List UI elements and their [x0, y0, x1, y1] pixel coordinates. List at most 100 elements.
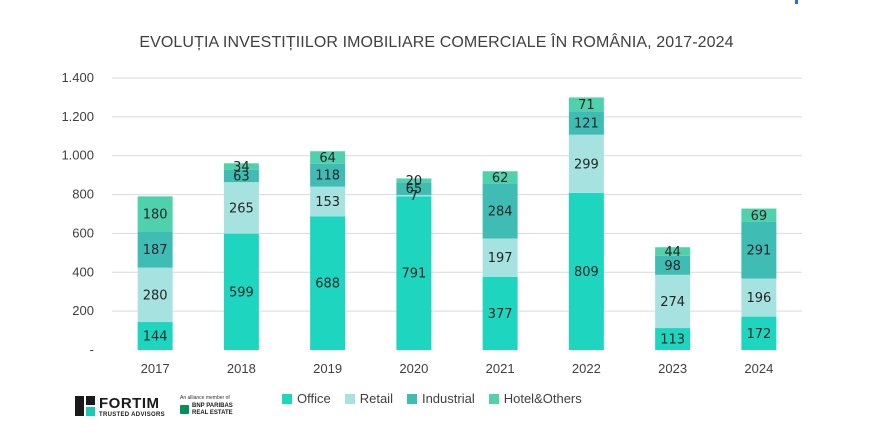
legend-swatch: [406, 393, 417, 404]
bar-segment: [482, 183, 518, 239]
data-label: 377: [488, 307, 513, 322]
y-tick-label: 1.400: [61, 70, 94, 85]
bar-segment: [482, 276, 518, 350]
legend-item: Retail: [344, 391, 393, 406]
logo-subtitle: TRUSTED ADVISORS: [99, 412, 165, 418]
data-label: 196: [746, 291, 771, 306]
data-label: 284: [488, 204, 513, 219]
legend-label: Office: [297, 391, 331, 406]
x-tick-label: 2021: [486, 361, 515, 376]
legend-swatch: [344, 393, 355, 404]
bar-segment: [310, 186, 346, 217]
bar-segment: [396, 196, 432, 350]
bar-segment: [223, 163, 259, 170]
legend-item: Hotel&Others: [488, 391, 582, 406]
bar-segment: [741, 316, 777, 350]
bnp-paribas-icon: [180, 405, 189, 415]
data-label: 144: [143, 330, 168, 345]
data-label: 809: [574, 265, 599, 280]
data-label: 187: [143, 243, 168, 258]
y-tick-label: -: [90, 342, 94, 357]
fortim-logo: FORTIM TRUSTED ADVISORS: [75, 396, 165, 418]
bar-segment: [655, 328, 691, 350]
legend-item: Industrial: [406, 391, 475, 406]
bar-segment: [568, 134, 604, 193]
data-label: 63: [233, 170, 250, 185]
chart-title: EVOLUȚIA INVESTIȚIILOR IMOBILIARE COMERC…: [139, 34, 734, 51]
bar-segment: [137, 322, 173, 350]
bar-segment: [396, 182, 432, 195]
data-label: 7: [410, 189, 418, 204]
bar-segment: [568, 111, 604, 135]
x-tick-label: 2018: [227, 361, 256, 376]
partner-division: REAL ESTATE: [192, 409, 233, 416]
bar-segment: [741, 278, 777, 317]
bar-segment: [396, 178, 432, 183]
x-tick-label: 2020: [399, 361, 428, 376]
data-label: 274: [660, 295, 685, 310]
alliance-text: An alliance member of: [180, 395, 230, 401]
bar-segment: [137, 196, 173, 232]
bar-segment: [568, 97, 604, 112]
bar-segment: [568, 192, 604, 350]
data-label: 121: [574, 116, 599, 131]
x-tick-label: 2024: [744, 361, 773, 376]
data-label: 599: [229, 285, 254, 300]
data-label: 688: [315, 277, 340, 292]
bar-segment: [741, 221, 777, 279]
corner-mark: [795, 0, 798, 4]
data-label: 64: [319, 151, 336, 166]
bar-segment: [396, 194, 432, 197]
legend-label: Retail: [359, 391, 393, 406]
legend-item: Office: [282, 391, 331, 406]
bar-segment: [223, 182, 259, 234]
legend-swatch: [488, 393, 499, 404]
bar-segment: [655, 255, 691, 275]
chart-legend: Office Retail Industrial Hotel&Others: [282, 391, 582, 406]
x-tick-label: 2022: [572, 361, 601, 376]
data-label: 291: [746, 244, 771, 259]
bar-segment: [137, 267, 173, 323]
bar-segment: [223, 233, 259, 350]
data-label: 153: [315, 195, 340, 210]
data-label: 113: [660, 333, 685, 348]
logo-name: FORTIM: [99, 395, 160, 412]
bar-segment: [741, 208, 777, 222]
bar-segment: [310, 151, 346, 164]
legend-label: Industrial: [421, 391, 475, 406]
data-label: 34: [233, 160, 250, 175]
data-label: 69: [751, 209, 768, 224]
data-label: 265: [229, 201, 254, 216]
bar-segment: [655, 247, 691, 256]
partner-logo: An alliance member of BNP PARIBAS REAL E…: [180, 396, 233, 416]
y-tick-label: 200: [72, 303, 94, 318]
data-label: 62: [492, 171, 509, 186]
data-label: 791: [401, 267, 426, 282]
y-tick-label: 600: [72, 225, 94, 240]
bar-segment: [310, 163, 346, 187]
x-tick-label: 2019: [313, 361, 342, 376]
x-tick-label: 2023: [658, 361, 687, 376]
y-tick-label: 1.200: [61, 109, 94, 124]
data-label: 197: [488, 251, 513, 266]
bar-segment: [482, 171, 518, 184]
data-label: 71: [578, 98, 595, 113]
legend-swatch: [282, 393, 292, 404]
data-label: 98: [664, 259, 681, 274]
data-label: 20: [406, 174, 423, 189]
y-tick-label: 800: [72, 187, 94, 202]
data-label: 65: [406, 182, 423, 197]
data-label: 44: [664, 245, 681, 260]
bar-segment: [310, 216, 346, 350]
data-label: 118: [315, 169, 340, 184]
fortim-logo-icon: [75, 396, 95, 416]
partner-name: BNP PARIBAS: [192, 403, 233, 409]
bar-segment: [482, 238, 518, 277]
data-label: 172: [746, 327, 771, 342]
x-tick-label: 2017: [141, 361, 170, 376]
data-label: 280: [143, 288, 168, 303]
y-tick-label: 400: [72, 264, 94, 279]
data-label: 299: [574, 157, 599, 172]
legend-label: Hotel&Others: [503, 391, 582, 406]
